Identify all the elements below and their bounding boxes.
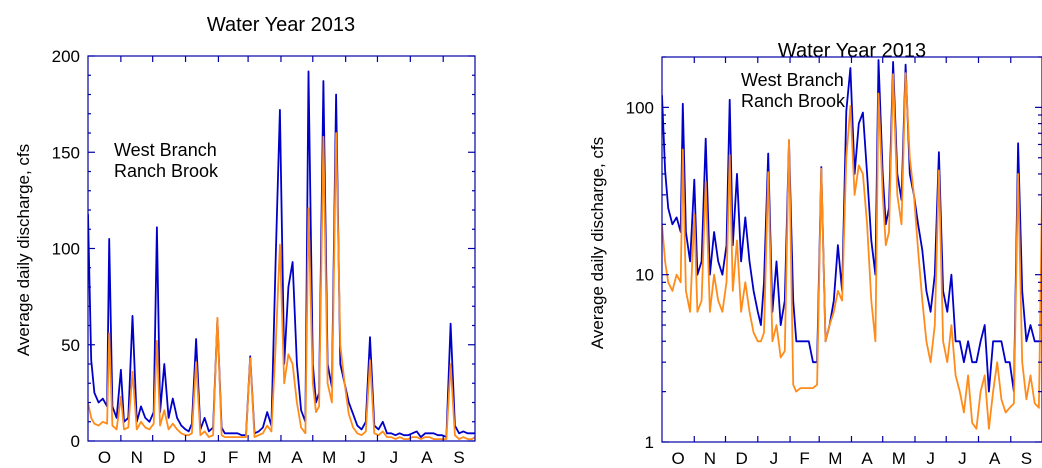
x-tick-label: N bbox=[704, 449, 716, 468]
x-tick-label: S bbox=[1021, 449, 1032, 468]
x-tick-label: M bbox=[322, 448, 336, 467]
legend-entry-ranch-brook: Ranch Brook bbox=[741, 91, 846, 111]
x-tick-label: J bbox=[770, 449, 779, 468]
x-tick-label: J bbox=[198, 448, 207, 467]
series-line-west-branch bbox=[662, 59, 1042, 393]
legend-entry-west-branch: West Branch bbox=[114, 140, 217, 160]
y-tick-label: 50 bbox=[61, 336, 80, 355]
x-tick-label: A bbox=[989, 449, 1001, 468]
y-axis-label: Average daily discharge, cfs bbox=[14, 144, 33, 356]
legend-entry-west-branch: West Branch bbox=[741, 70, 844, 90]
y-tick-label: 1 bbox=[645, 433, 654, 452]
x-tick-label: J bbox=[926, 449, 935, 468]
plot-area bbox=[662, 59, 1042, 430]
x-tick-label: J bbox=[357, 448, 366, 467]
y-tick-label: 10 bbox=[635, 266, 654, 285]
series-line-ranch-brook bbox=[662, 72, 1042, 430]
x-tick-label: S bbox=[453, 448, 464, 467]
x-tick-label: A bbox=[291, 448, 303, 467]
legend-entry-ranch-brook: Ranch Brook bbox=[114, 161, 219, 181]
x-tick-label: F bbox=[228, 448, 238, 467]
x-tick-label: J bbox=[958, 449, 967, 468]
y-tick-label: 100 bbox=[52, 240, 80, 259]
x-tick-label: A bbox=[421, 448, 433, 467]
y-tick-label: 200 bbox=[52, 47, 80, 66]
x-tick-label: D bbox=[163, 448, 175, 467]
y-tick-label: 150 bbox=[52, 143, 80, 162]
x-tick-label: D bbox=[736, 449, 748, 468]
x-tick-label: N bbox=[131, 448, 143, 467]
chart-title: Water Year 2013 bbox=[207, 14, 355, 36]
y-tick-label: 0 bbox=[71, 432, 80, 451]
plot-area bbox=[88, 70, 475, 441]
x-tick-label: F bbox=[799, 449, 809, 468]
linear-discharge-chart: Water Year 2013 Average daily discharge,… bbox=[14, 14, 476, 467]
y-axis-label: Average daily discharge, cfs bbox=[588, 137, 607, 349]
x-tick-label: M bbox=[257, 448, 271, 467]
x-tick-label: M bbox=[892, 449, 906, 468]
x-tick-label: O bbox=[672, 449, 685, 468]
x-tick-label: O bbox=[98, 448, 111, 467]
y-tick-label: 100 bbox=[626, 98, 654, 117]
series-line-west-branch bbox=[88, 70, 475, 439]
log-discharge-chart: Water Year 2013 Average daily discharge,… bbox=[588, 40, 1042, 468]
x-tick-label: A bbox=[861, 449, 873, 468]
x-tick-label: J bbox=[390, 448, 399, 467]
x-tick-label: M bbox=[828, 449, 842, 468]
series-line-ranch-brook bbox=[88, 132, 475, 441]
